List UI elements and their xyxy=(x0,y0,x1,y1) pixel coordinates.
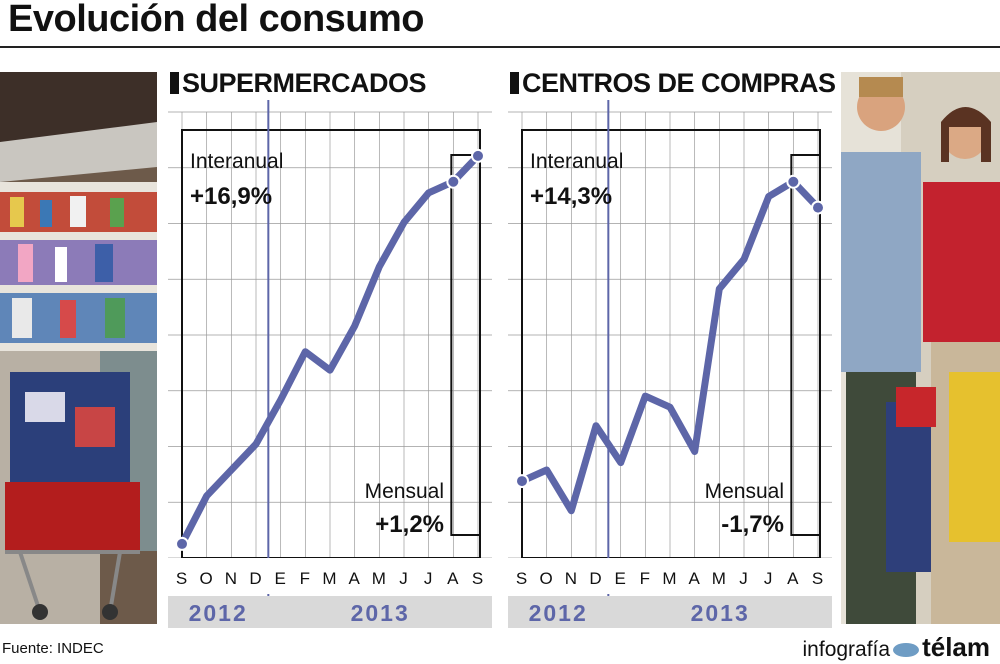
month-tick-label: M xyxy=(322,569,337,588)
month-tick-label: D xyxy=(589,569,602,588)
series-points xyxy=(515,174,825,489)
month-tick-label: N xyxy=(225,569,238,588)
chart-grid xyxy=(508,100,832,559)
title-square-icon xyxy=(170,72,179,94)
year-axis-band: 2012 2013 xyxy=(508,596,832,628)
year-label: 2012 xyxy=(529,600,588,626)
interanual-value: +14,3% xyxy=(530,183,612,210)
mensual-label: Mensual xyxy=(705,480,784,503)
month-tick-label: M xyxy=(372,569,387,588)
month-tick-label: J xyxy=(764,569,774,588)
year-axis-band: 2012 2013 xyxy=(168,596,492,628)
month-tick-label: F xyxy=(640,569,651,588)
month-tick-label: E xyxy=(274,569,286,588)
data-point xyxy=(786,174,801,189)
data-point xyxy=(471,148,485,163)
month-tick-label: J xyxy=(424,569,434,588)
credit: infografía télam xyxy=(803,632,990,663)
title-divider xyxy=(0,46,1000,48)
month-tick-label: A xyxy=(348,569,360,588)
month-tick-label: A xyxy=(447,569,459,588)
credit-prefix: infografía xyxy=(802,638,891,661)
month-tick-label: N xyxy=(565,569,578,588)
title-square-icon xyxy=(510,72,519,94)
month-tick-label: F xyxy=(300,569,311,588)
series-points xyxy=(175,148,485,551)
month-tick-label: E xyxy=(614,569,626,588)
month-tick-label: S xyxy=(472,569,484,588)
series-line xyxy=(518,178,822,515)
year-label: 2012 xyxy=(189,600,248,626)
month-tick-label: M xyxy=(712,569,727,588)
month-tick-label: M xyxy=(662,569,677,588)
mensual-value: -1,7% xyxy=(721,511,784,538)
data-point xyxy=(175,536,189,551)
month-tick-label: S xyxy=(516,569,528,588)
page-title: Evolución del consumo xyxy=(8,0,425,40)
supermercados-title-text: SUPERMERCADOS xyxy=(182,68,427,98)
mensual-label: Mensual xyxy=(365,480,444,503)
shoppers-photo xyxy=(841,72,1000,624)
month-tick-label: D xyxy=(249,569,262,588)
centros-de-compras-title: CENTROS DE COMPRAS xyxy=(510,68,836,99)
interanual-label: Interanual xyxy=(530,150,623,173)
month-tick-label: J xyxy=(739,569,749,588)
credit-brand: télam xyxy=(922,632,990,662)
interanual-label: Interanual xyxy=(190,150,283,173)
data-point xyxy=(515,474,529,489)
interanual-value: +16,9% xyxy=(190,183,272,210)
mensual-value: +1,2% xyxy=(375,511,444,538)
centros-de-compras-title-text: CENTROS DE COMPRAS xyxy=(522,68,836,98)
month-tick-label: S xyxy=(812,569,824,588)
data-point xyxy=(446,174,461,189)
month-tick-label: A xyxy=(787,569,799,588)
supermarket-photo xyxy=(0,72,157,624)
month-tick-label: O xyxy=(540,569,554,588)
year-label: 2013 xyxy=(691,600,750,626)
source-note: Fuente: INDEC xyxy=(2,640,104,657)
series-line xyxy=(178,152,482,548)
month-tick-label: A xyxy=(688,569,700,588)
telam-logo-icon xyxy=(893,643,920,658)
month-tick-label: S xyxy=(176,569,188,588)
month-tick-label: J xyxy=(399,569,409,588)
year-label: 2013 xyxy=(351,600,410,626)
month-tick-label: O xyxy=(200,569,214,588)
supermercados-title: SUPERMERCADOS xyxy=(170,68,427,99)
data-point xyxy=(811,200,825,215)
